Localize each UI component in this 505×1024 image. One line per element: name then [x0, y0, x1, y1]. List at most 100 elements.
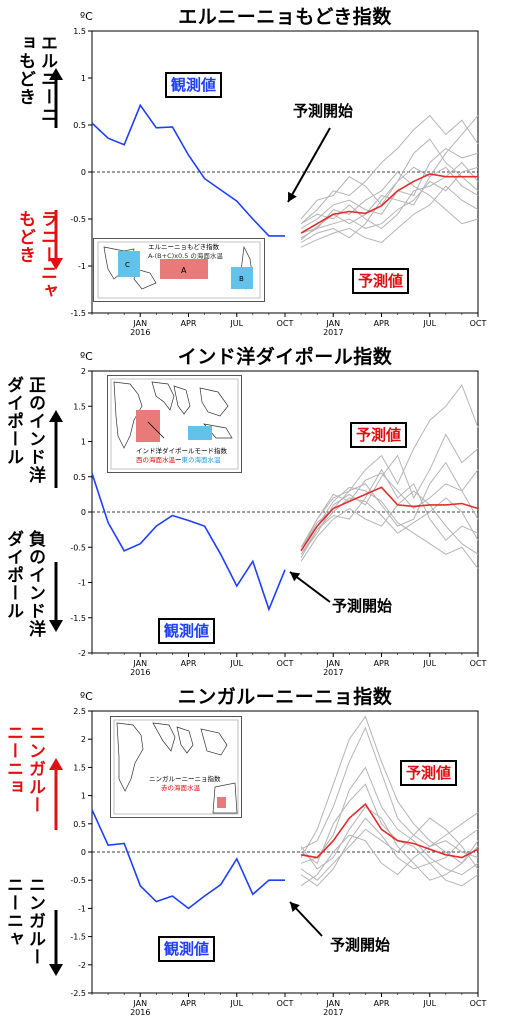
inset-box-b [231, 267, 253, 289]
observed-line [91, 809, 285, 910]
left-label-upper: 正のインド洋ダイポール [3, 376, 45, 484]
y-tick-label: -1.5 [70, 933, 86, 942]
unit-label: ºC [80, 10, 93, 23]
x-tick-label: APR [374, 659, 390, 668]
lower-arrow-head [49, 258, 63, 270]
forecast-start-label: 予測開始 [332, 597, 393, 615]
forecast-member-line [300, 114, 479, 225]
forecast-member-line [300, 812, 479, 887]
x-tick-label: JUL [422, 659, 436, 668]
y-tick-label: -2.5 [70, 989, 86, 998]
left-label-upper: ニンガルーニーニョ [3, 724, 45, 814]
inset-formula-east: 東の海面水温 [181, 456, 221, 464]
x-year-label: 2016 [130, 1008, 150, 1017]
inset-box-a-label: A [181, 266, 187, 275]
observed-label: 観測値 [158, 936, 216, 962]
left-label-lower: ラニーニャもどき [15, 210, 57, 300]
x-tick-label: APR [181, 999, 197, 1008]
inset-formula: 西の海面水温ー東の海面水温 [136, 454, 221, 464]
forecast-member-line [300, 166, 479, 239]
left-label-lower: 負のインド洋ダイポール [3, 530, 45, 638]
forecast-mean-line [300, 486, 479, 552]
observed-label: 観測値 [165, 72, 223, 98]
y-tick-label: -1.5 [70, 309, 86, 318]
start-arrow-head [288, 191, 297, 202]
x-year-label: 2016 [130, 328, 150, 337]
inset-box-a [160, 259, 208, 279]
y-tick-label: -1 [78, 579, 86, 588]
x-year-label: 2017 [323, 1008, 343, 1017]
y-tick-label: -2 [78, 649, 86, 658]
y-tick-label: 0.5 [73, 820, 86, 829]
inset-map-drawing [110, 378, 239, 470]
forecast-member-line [300, 469, 479, 552]
left-label-lower: ニンガルーニーニャ [3, 876, 45, 966]
x-tick-label: JAN [132, 659, 147, 668]
inset-map-drawing: A B C [97, 241, 261, 299]
unit-label: ºC [80, 350, 93, 363]
forecast-label: 予測値 [350, 422, 408, 448]
forecast-member-line [300, 185, 479, 248]
y-tick-label: 1.5 [73, 27, 86, 36]
inset-map: インド洋ダイポールモード指数 西の海面水温ー東の海面水温 [107, 375, 242, 473]
inset-formula-west: 西の海面水温 [136, 456, 175, 464]
lower-arrow-head [49, 620, 63, 632]
x-year-label: 2017 [323, 668, 343, 677]
forecast-member-line [300, 161, 479, 230]
inset-box-b-label: B [239, 275, 244, 283]
x-tick-label: OCT [470, 999, 487, 1008]
observed-line [91, 103, 285, 237]
x-tick-label: JAN [325, 999, 340, 1008]
forecast-member-line [300, 497, 479, 555]
x-tick-label: OCT [277, 319, 294, 328]
forecast-start-label: 予測開始 [293, 102, 354, 120]
panel-ningaloo: -2.5 -2 -1.5 -1 -0.5 0 0.5 1 1.5 2 2.5 JAN 2016 APR JU… [0, 680, 505, 1020]
chart-title: エルニーニョもどき指数 [178, 6, 392, 28]
y-tick-label: 1 [81, 438, 86, 447]
forecast-member-line [300, 726, 479, 859]
forecast-member-line [300, 384, 479, 548]
start-arrow-head [290, 572, 301, 582]
forecast-member-line [300, 115, 479, 220]
y-tick-label: 2 [81, 735, 86, 744]
y-tick-label: 1.5 [73, 402, 86, 411]
x-tick-label: OCT [277, 659, 294, 668]
upper-arrow-head [49, 758, 63, 770]
inset-box-c [118, 251, 140, 277]
y-tick-label: 2.5 [73, 707, 86, 716]
forecast-member-line [300, 166, 479, 241]
forecast-member-line [300, 817, 479, 887]
upper-arrow-head [49, 410, 63, 422]
y-tick-label: -1 [78, 262, 86, 271]
y-tick-label: 0.5 [73, 473, 86, 482]
observed-line [91, 472, 286, 612]
x-tick-label: APR [181, 659, 197, 668]
inset-map: A B C エルニーニョもどき指数 A-(B+C)x0.5 の海面水温 [93, 238, 265, 302]
x-tick-label: OCT [470, 319, 487, 328]
x-tick-label: JUL [229, 999, 243, 1008]
forecast-member-line [300, 171, 479, 234]
inset-ningaloo-box [217, 797, 226, 808]
chart-title: インド洋ダイポール指数 [177, 346, 393, 368]
inset-map: ニンガルーニーニョ指数 赤の海面水温 [110, 716, 242, 818]
y-tick-label: -0.5 [70, 876, 86, 885]
forecast-member-line [300, 433, 479, 555]
x-tick-label: JAN [325, 319, 340, 328]
left-label-upper: エルニーニョもどき [15, 34, 57, 124]
y-tick-label: -1 [78, 904, 86, 913]
inset-title: ニンガルーニーニョ指数 [149, 775, 221, 783]
x-tick-label: JUL [422, 999, 436, 1008]
forecast-mean-line [300, 802, 479, 859]
chart-title: ニンガルーニーニョ指数 [177, 686, 393, 708]
unit-label: ºC [80, 690, 93, 703]
y-tick-label: -2 [78, 961, 86, 970]
inset-west-box [136, 410, 160, 442]
x-year-label: 2016 [130, 668, 150, 677]
y-tick-label: 0.5 [73, 121, 86, 130]
x-tick-label: JAN [132, 999, 147, 1008]
x-tick-label: JUL [229, 659, 243, 668]
forecast-member-line [300, 138, 479, 243]
panel-elnino: -1.5 -1 -0.5 0 0.5 1 1.5 JAN 2016 APR JUL OCT JAN 201… [0, 0, 505, 340]
